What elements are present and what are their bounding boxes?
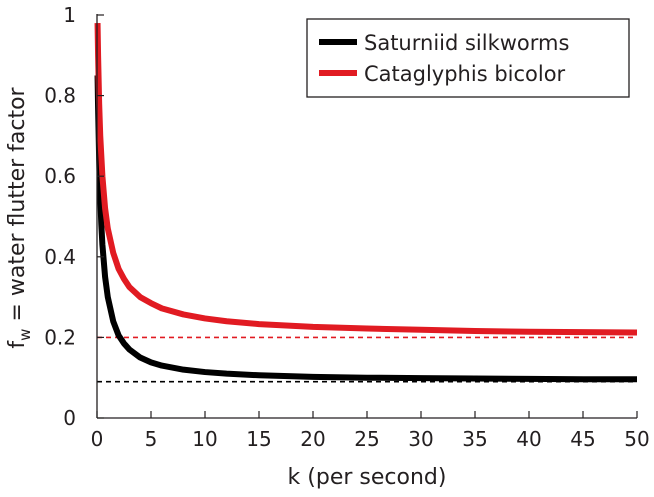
x-tick-label: 0 [91,427,104,451]
x-tick-label: 5 [145,427,158,451]
y-axis-label-rest: = water flutter factor [5,86,30,328]
y-axis-label: fw = water flutter factor [5,86,34,348]
x-tick-label: 10 [192,427,217,451]
x-tick-label: 30 [408,427,433,451]
x-tick-label: 35 [462,427,487,451]
y-tick-label: 1 [63,3,76,27]
y-axis-label-main: f [5,340,30,349]
y-tick-label: 0.8 [44,84,76,108]
x-axis-label: k (per second) [288,465,447,490]
x-tick-label: 45 [570,427,595,451]
x-tick-label: 50 [624,427,649,451]
x-tick-label: 40 [516,427,541,451]
legend-label-cataglyphis: Cataglyphis bicolor [364,62,566,86]
legend-label-silkworms: Saturniid silkworms [364,31,569,55]
y-tick-label: 0.6 [44,164,76,188]
x-tick-label: 20 [300,427,325,451]
legend-box [306,18,630,98]
x-tick-label: 25 [354,427,379,451]
y-tick-label: 0 [63,406,76,430]
y-axis-label-subscript: w [16,329,34,341]
series-line-0 [94,75,637,383]
legend: Saturniid silkworms Cataglyphis bicolor [306,18,630,98]
x-tick-label: 15 [246,427,271,451]
y-tick-label: 0.2 [44,325,76,349]
y-tick-label: 0.4 [44,245,76,269]
tick-layer: 0 5 10 15 20 25 30 35 40 45 50 0 0.2 0.4 0.6 0.8 1 [44,3,650,451]
